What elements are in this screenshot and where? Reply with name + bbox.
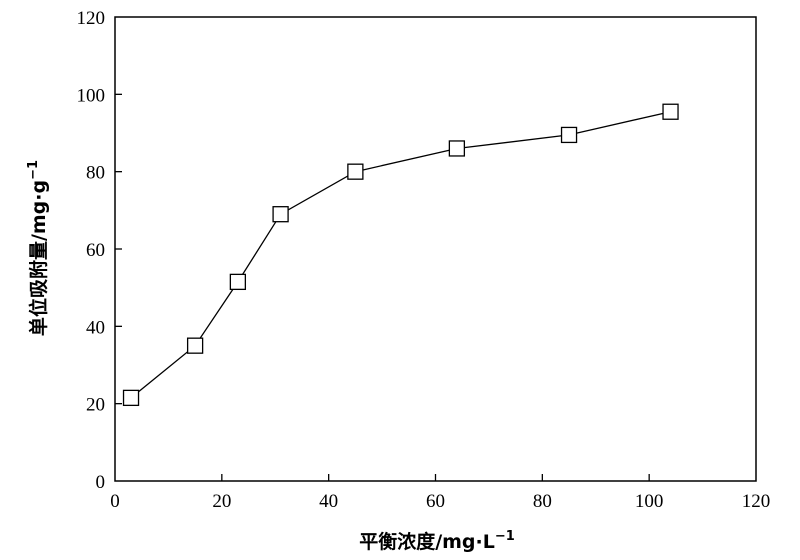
x-tick-label: 20 [212, 491, 231, 512]
x-axis-title: 平衡浓度/mg·L−1 [359, 529, 515, 553]
y-axis-title: 单位吸附量/mg·g−1 [26, 160, 50, 336]
data-point-marker [186, 337, 204, 354]
plot-area-frame [114, 16, 757, 482]
data-point-marker [229, 273, 247, 291]
y-tick-label: 100 [77, 85, 106, 106]
x-tick-label: 80 [533, 491, 552, 512]
data-point-marker [122, 389, 140, 407]
series-markers [122, 103, 679, 407]
x-tick-label: 120 [742, 491, 771, 512]
y-tick-label: 60 [86, 240, 105, 261]
y-tick-label: 0 [96, 472, 106, 493]
data-point-marker [448, 140, 466, 157]
y-tick-label: 20 [86, 395, 105, 416]
data-point-marker [560, 126, 578, 144]
data-point-marker [347, 163, 364, 180]
x-tick-label: 0 [110, 491, 120, 512]
data-point-marker [662, 103, 679, 120]
x-axis-ticks: 0 20 40 60 80 100 120 [110, 474, 770, 512]
y-tick-label: 40 [86, 317, 105, 338]
data-point-marker [272, 206, 289, 223]
y-axis-ticks: 0 20 40 60 80 100 120 [77, 8, 122, 493]
y-tick-label: 120 [77, 8, 106, 29]
x-tick-label: 40 [319, 491, 338, 512]
series-line [130, 111, 671, 399]
y-tick-label: 80 [86, 163, 105, 184]
x-tick-label: 60 [426, 491, 445, 512]
x-tick-label: 100 [635, 491, 664, 512]
